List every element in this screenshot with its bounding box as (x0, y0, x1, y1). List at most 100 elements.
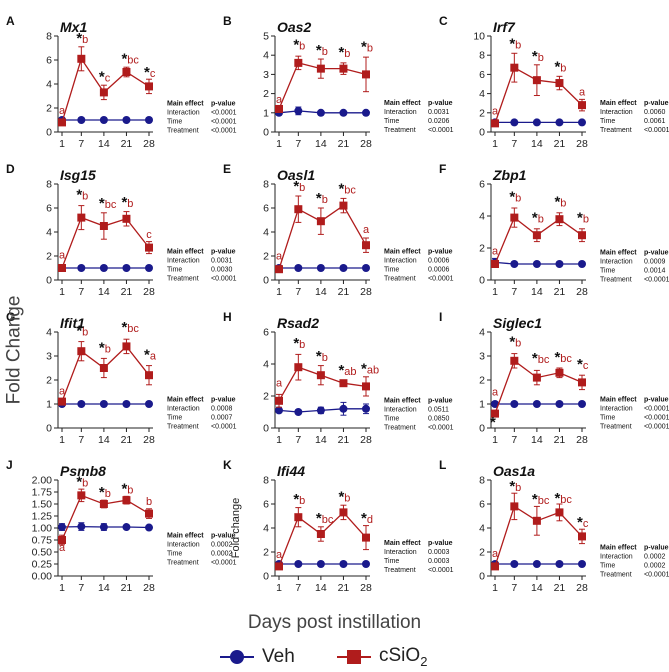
x-tick-label: 14 (531, 434, 543, 446)
stats-header-pvalue: p-value (211, 533, 236, 540)
data-point (362, 533, 370, 542)
significance-letter: a (492, 245, 499, 257)
stats-header-pvalue: p-value (644, 397, 669, 404)
data-point (77, 264, 86, 272)
stats-row-pvalue: 0.0003 (428, 558, 450, 565)
significance-star: * (99, 339, 105, 356)
stats-header-effect: Main effect (600, 100, 637, 107)
stats-header-effect: Main effect (167, 397, 204, 404)
significance-label: *b (509, 189, 521, 206)
x-tick-label: 14 (98, 582, 110, 594)
stats-header-pvalue: p-value (211, 101, 236, 108)
stats-row-pvalue: <0.0001 (211, 560, 237, 567)
stats-row-pvalue: 0.0031 (211, 258, 233, 265)
stats-header-effect: Main effect (167, 249, 204, 256)
data-point (510, 400, 519, 408)
significance-label: *b (338, 489, 350, 506)
data-point (532, 76, 541, 85)
y-tick-label: 2.00 (32, 475, 53, 487)
stats-row-pvalue: <0.0001 (644, 127, 669, 134)
x-tick-label: 28 (576, 582, 588, 594)
y-tick-label: 4 (46, 327, 52, 339)
panel-title: Rsad2 (277, 315, 319, 331)
data-point (532, 118, 541, 127)
data-point (294, 58, 303, 67)
data-point (362, 382, 370, 391)
significance-letter: bc (560, 494, 572, 506)
panel-letter: K (223, 458, 232, 472)
significance-star: * (554, 59, 560, 76)
data-point (275, 265, 283, 274)
significance-star: * (490, 414, 496, 431)
data-point (362, 264, 370, 272)
data-point (510, 502, 519, 511)
data-point (555, 560, 564, 568)
significance-letter: c (150, 68, 156, 80)
series-csio2 (275, 55, 370, 113)
y-tick-label: 6 (479, 499, 485, 511)
significance-letter: b (515, 39, 521, 51)
significance-letter: b (515, 193, 521, 205)
y-tick-label: 6 (263, 203, 269, 215)
data-point (316, 64, 325, 73)
y-tick-label: 0 (479, 275, 485, 287)
data-point (555, 508, 564, 517)
significance-letter: bc (127, 55, 139, 67)
stats-row-effect: Interaction (384, 109, 417, 116)
stats-row-effect: Time (600, 118, 615, 125)
significance-label: *bc (532, 491, 550, 508)
data-point (122, 68, 131, 76)
data-point (99, 500, 108, 508)
stats-row-effect: Interaction (167, 258, 200, 265)
significance-label: a (59, 385, 66, 397)
data-point (99, 222, 108, 230)
data-point (316, 560, 325, 568)
x-tick-label: 21 (338, 582, 350, 594)
significance-letter: c (583, 518, 589, 530)
y-tick-label: 8 (479, 50, 485, 62)
significance-label: a (59, 542, 66, 554)
significance-letter: b (299, 40, 305, 52)
y-tick-label: 0 (263, 127, 269, 139)
significance-label: *bc (338, 181, 356, 198)
y-tick-label: 1.00 (32, 523, 53, 535)
significance-label: *c (99, 69, 111, 86)
panel-title: Siglec1 (493, 315, 542, 331)
significance-letter: bc (538, 354, 550, 366)
data-point (555, 118, 564, 127)
data-point (275, 406, 283, 415)
significance-letter: a (276, 377, 283, 389)
stats-row-pvalue: <0.0001 (211, 424, 237, 431)
stats-row-pvalue: 0.0007 (211, 415, 233, 422)
x-tick-label: 1 (492, 286, 498, 298)
significance-star: * (338, 489, 344, 506)
x-tick-label: 1 (59, 434, 65, 446)
data-point (491, 119, 499, 128)
data-point (339, 404, 348, 413)
y-tick-label: 0 (263, 571, 269, 583)
stats-row-effect: Interaction (167, 406, 200, 413)
significance-label: *b (99, 339, 111, 356)
significance-label: *b (121, 194, 133, 211)
significance-letter: a (150, 351, 157, 363)
significance-star: * (509, 478, 515, 495)
stats-table: Main effect p-value Interaction 0.0006 Time 0… (384, 249, 454, 283)
data-point (145, 400, 153, 408)
data-point (99, 400, 108, 408)
stats-header-pvalue: p-value (644, 100, 669, 107)
data-point (339, 108, 348, 117)
data-point (510, 118, 519, 127)
stats-row-pvalue: <0.0001 (211, 119, 237, 126)
significance-star: * (532, 48, 538, 65)
y-tick-label: 4 (479, 327, 485, 339)
significance-star: * (577, 209, 583, 226)
data-point (99, 264, 108, 272)
stats-row-pvalue: <0.0001 (211, 128, 237, 135)
stats-row-pvalue: <0.0001 (428, 567, 454, 574)
significance-letter: b (146, 496, 152, 508)
significance-star: * (577, 514, 583, 531)
x-tick-label: 28 (360, 434, 372, 446)
global-x-axis-label: Days post instillation (247, 612, 422, 633)
panel-letter: H (223, 310, 232, 324)
